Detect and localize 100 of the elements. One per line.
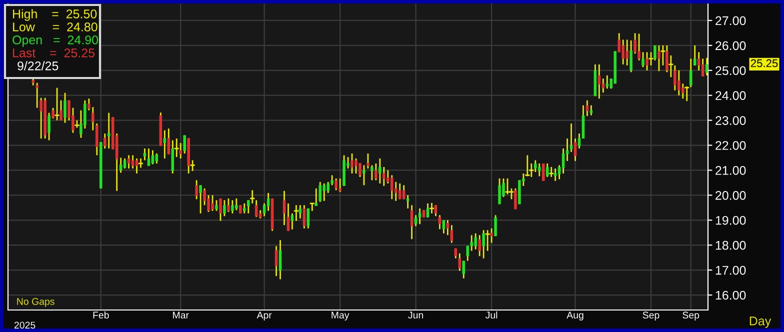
candlestick xyxy=(678,70,680,96)
candlestick xyxy=(394,181,398,202)
candlestick xyxy=(242,202,246,214)
candlestick xyxy=(211,194,214,212)
x-tick-label: Jul xyxy=(485,311,498,319)
candlestick xyxy=(235,198,238,211)
candlestick xyxy=(190,160,195,172)
y-tick-label: 21.00 xyxy=(716,166,746,175)
candlestick xyxy=(358,162,362,178)
y-tick-label: 16.00 xyxy=(716,290,746,300)
candlestick xyxy=(215,199,218,212)
candlestick xyxy=(638,33,640,62)
candlestick xyxy=(286,202,290,232)
candlestick xyxy=(606,74,609,90)
candlestick xyxy=(334,178,338,191)
annotation: Last = 25.25 xyxy=(13,48,95,58)
candlestick xyxy=(418,208,422,225)
x-tick-label: May xyxy=(332,312,350,320)
candlestick xyxy=(195,180,198,200)
candlestick xyxy=(705,57,708,76)
candlestick xyxy=(378,158,382,184)
candlestick xyxy=(64,92,66,124)
candlestick xyxy=(48,112,50,141)
candlestick xyxy=(470,234,474,252)
y-tick-label: 22.00 xyxy=(716,141,746,150)
candlestick xyxy=(485,229,490,252)
candlestick xyxy=(689,58,692,88)
candlestick xyxy=(318,181,322,203)
candlestick xyxy=(542,162,545,182)
candlestick xyxy=(231,199,234,214)
x-tick-label: Jun xyxy=(408,312,424,319)
candlestick xyxy=(199,184,202,214)
candlestick xyxy=(227,198,230,213)
candlestick xyxy=(207,194,210,213)
candlestick xyxy=(598,64,601,100)
candlestick xyxy=(505,178,510,195)
candlestick xyxy=(626,38,628,66)
candlestick xyxy=(183,134,186,154)
candlestick xyxy=(250,190,255,204)
candlestick xyxy=(96,122,98,156)
candlestick xyxy=(167,128,170,155)
candlestick xyxy=(290,212,294,230)
candlestick xyxy=(262,202,266,217)
candlestick xyxy=(370,164,374,181)
candlestick xyxy=(458,252,462,272)
candlestick xyxy=(374,162,378,181)
y-tick-label: 27.00 xyxy=(716,16,746,26)
y-tick-label: 26.00 xyxy=(716,41,746,50)
y-tick-label: 24.00 xyxy=(716,91,746,100)
candlestick xyxy=(684,86,690,102)
candlestick xyxy=(466,245,470,262)
candlestick xyxy=(494,214,497,237)
candlestick xyxy=(474,232,477,250)
candlestick xyxy=(701,58,704,78)
candlestick xyxy=(668,54,674,78)
candlestick xyxy=(450,224,454,244)
candlestick xyxy=(294,204,298,222)
x-tick-label: Mar xyxy=(173,312,189,319)
annotation: Open = 24.90 xyxy=(12,36,98,47)
annotation: Low = 24.80 xyxy=(13,22,98,32)
y-tick-label: 25.00 xyxy=(716,66,746,76)
candlestick xyxy=(446,219,450,236)
x-tick-label: Feb xyxy=(93,311,109,319)
x-tick-label: Sep xyxy=(642,312,660,320)
candlestick xyxy=(498,178,501,205)
candlestick xyxy=(674,64,676,92)
candlestick xyxy=(693,44,696,66)
candlestick xyxy=(54,87,60,122)
text: 2025 xyxy=(14,322,36,329)
candlestick xyxy=(131,154,134,170)
candlestick xyxy=(223,199,226,217)
annotation: No Gaps xyxy=(17,298,54,307)
candlestick xyxy=(92,106,94,131)
y-tick-label: 19.00 xyxy=(716,216,746,225)
annotation: 9/22/25 xyxy=(18,61,58,70)
candlestick xyxy=(36,82,38,109)
candlestick xyxy=(509,188,514,200)
candlestick xyxy=(410,204,414,240)
y-tick-label: 17.00 xyxy=(716,266,746,275)
candlestick xyxy=(648,51,654,66)
y-tick-label: 20.00 xyxy=(716,190,746,200)
x-tick-label: Sep xyxy=(682,312,700,320)
y-tick-label: 23.00 xyxy=(716,116,746,125)
candlestick xyxy=(402,184,406,200)
candlestick xyxy=(354,158,358,174)
candlestick xyxy=(562,148,565,174)
candlestick xyxy=(398,182,402,200)
candlestick xyxy=(350,152,354,174)
candlestick xyxy=(143,148,146,161)
candlestick xyxy=(382,166,386,187)
annotation: High = 25.50 xyxy=(13,9,97,21)
candlestick xyxy=(274,245,278,277)
candlestick xyxy=(602,78,605,94)
candlestick xyxy=(642,51,644,68)
candlestick xyxy=(622,38,624,66)
y-tick-label: 18.00 xyxy=(716,240,746,250)
candlestick xyxy=(574,138,577,162)
candlestick xyxy=(362,164,366,186)
candlestick xyxy=(549,166,554,178)
text: Day xyxy=(750,316,772,328)
